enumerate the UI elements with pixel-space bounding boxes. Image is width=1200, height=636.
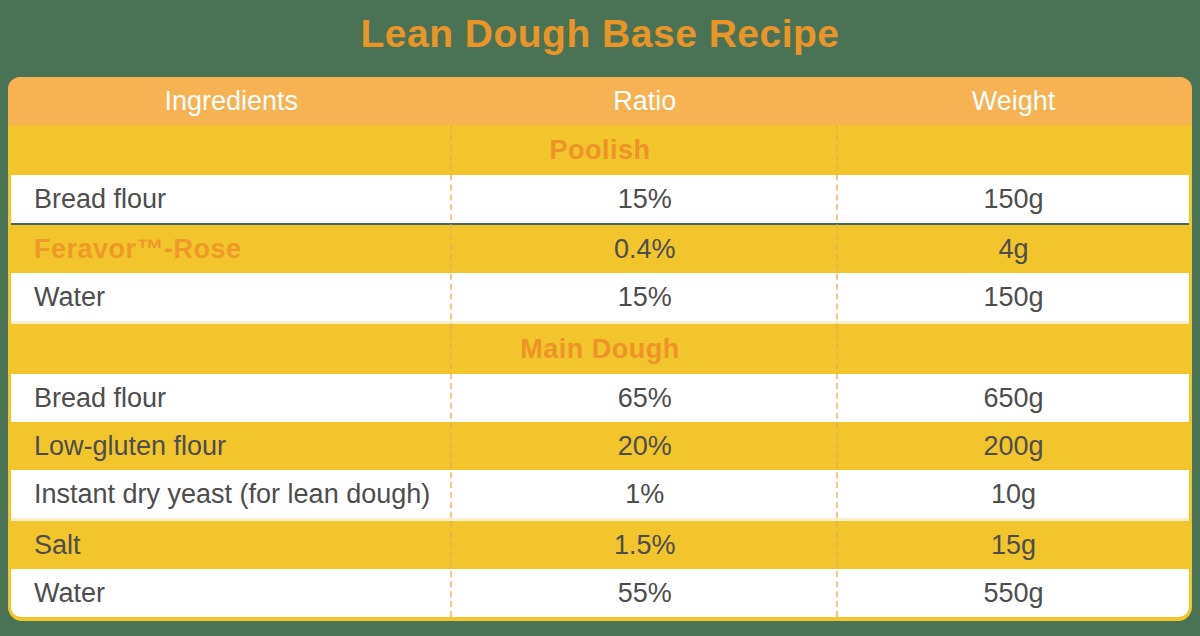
table-row: Bread flour 65% 650g: [11, 374, 1189, 422]
ingredient-cell: Salt: [11, 530, 452, 561]
table-row: Bread flour 15% 150g: [11, 175, 1189, 223]
table-row: Water 55% 550g: [11, 569, 1189, 617]
table-row: Salt 1.5% 15g: [11, 518, 1189, 569]
ratio-cell: 15%: [452, 184, 838, 215]
table-row: Low-gluten flour 20% 200g: [11, 422, 1189, 470]
ratio-cell: 55%: [452, 578, 838, 609]
weight-cell: 550g: [838, 578, 1189, 609]
weight-cell: 150g: [838, 184, 1189, 215]
ingredient-cell: Instant dry yeast (for lean dough): [11, 479, 452, 510]
weight-cell: 15g: [838, 530, 1189, 561]
ratio-cell: 20%: [452, 431, 838, 462]
ingredient-cell: Bread flour: [11, 184, 452, 215]
ratio-cell: 1%: [452, 479, 838, 510]
ingredient-cell: Bread flour: [11, 383, 452, 414]
column-header-ingredients: Ingredients: [11, 86, 452, 117]
column-header-ratio: Ratio: [452, 86, 838, 117]
section-header-poolish: Poolish: [11, 125, 1189, 175]
section-title: Poolish: [549, 135, 650, 166]
ingredient-cell: Feravor™-Rose: [11, 234, 452, 265]
weight-cell: 200g: [838, 431, 1189, 462]
ratio-cell: 0.4%: [452, 234, 838, 265]
weight-cell: 10g: [838, 479, 1189, 510]
table-row: Water 15% 150g: [11, 273, 1189, 321]
ingredient-cell: Low-gluten flour: [11, 431, 452, 462]
recipe-table: Ingredients Ratio Weight Poolish Bread f…: [8, 77, 1192, 621]
ratio-cell: 1.5%: [452, 530, 838, 561]
weight-cell: 650g: [838, 383, 1189, 414]
table-row-feravor-highlight: Feravor™-Rose 0.4% 4g: [11, 223, 1189, 273]
ingredient-cell: Water: [11, 282, 452, 313]
ingredient-cell: Water: [11, 578, 452, 609]
page-title: Lean Dough Base Recipe: [0, 0, 1200, 77]
section-header-main-dough: Main Dough: [11, 321, 1189, 374]
table-header-row: Ingredients Ratio Weight: [8, 77, 1192, 125]
weight-cell: 150g: [838, 282, 1189, 313]
column-header-weight: Weight: [838, 86, 1189, 117]
weight-cell: 4g: [838, 234, 1189, 265]
ratio-cell: 15%: [452, 282, 838, 313]
ratio-cell: 65%: [452, 383, 838, 414]
table-row: Instant dry yeast (for lean dough) 1% 10…: [11, 470, 1189, 518]
section-title: Main Dough: [520, 334, 679, 365]
